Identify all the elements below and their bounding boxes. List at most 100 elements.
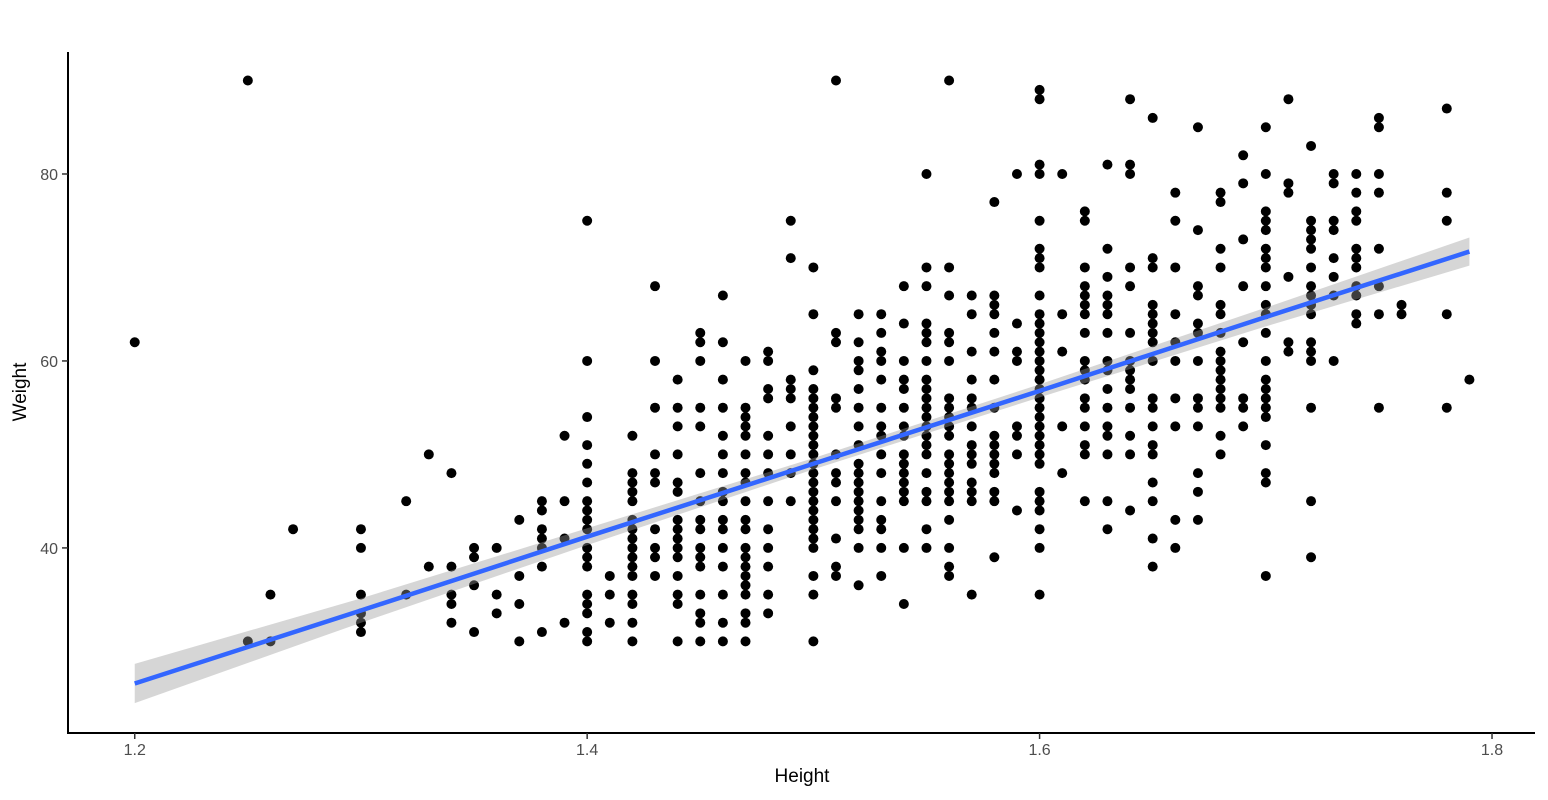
point [808, 430, 819, 441]
point [740, 412, 751, 423]
point [1170, 262, 1181, 273]
point [944, 458, 955, 469]
point [1192, 122, 1203, 133]
point [1125, 327, 1136, 338]
point [1170, 393, 1181, 404]
point [1192, 421, 1203, 432]
point [808, 383, 819, 394]
point [1102, 290, 1113, 301]
point [944, 355, 955, 366]
point [1283, 337, 1294, 348]
point [717, 290, 728, 301]
point [469, 627, 480, 638]
point [582, 636, 593, 647]
point [1102, 271, 1113, 282]
point [763, 496, 774, 507]
point [1170, 514, 1181, 525]
point [1170, 309, 1181, 320]
point [1260, 225, 1271, 236]
point [672, 533, 683, 544]
point [898, 318, 909, 329]
point [1034, 430, 1045, 441]
point [853, 421, 864, 432]
point [627, 468, 638, 479]
point [1079, 355, 1090, 366]
point [1034, 355, 1045, 366]
point [740, 580, 751, 591]
point [1441, 402, 1452, 413]
point [1441, 309, 1452, 320]
point [1306, 281, 1317, 292]
point [944, 496, 955, 507]
point [1351, 206, 1362, 217]
point [830, 468, 841, 479]
point [1351, 262, 1362, 273]
point [582, 215, 593, 226]
point [627, 636, 638, 647]
point [1260, 383, 1271, 394]
point [1306, 337, 1317, 348]
point [1215, 402, 1226, 413]
point [695, 636, 706, 647]
point [717, 449, 728, 460]
point [1441, 215, 1452, 226]
point [785, 383, 796, 394]
point [1147, 262, 1158, 273]
point [1192, 393, 1203, 404]
point [763, 589, 774, 600]
point [763, 346, 774, 357]
point [785, 496, 796, 507]
point [1260, 393, 1271, 404]
point [1102, 524, 1113, 535]
point [921, 486, 932, 497]
point [604, 570, 615, 581]
point [650, 402, 661, 413]
point [808, 402, 819, 413]
point [1306, 346, 1317, 357]
point [921, 440, 932, 451]
point [582, 440, 593, 451]
point [1034, 168, 1045, 179]
point [853, 468, 864, 479]
x-axis-title: Height [775, 766, 831, 787]
point [1147, 299, 1158, 310]
point [1351, 318, 1362, 329]
point [740, 496, 751, 507]
point [876, 421, 887, 432]
point [1215, 374, 1226, 385]
point [1283, 346, 1294, 357]
point [717, 636, 728, 647]
point [808, 542, 819, 553]
point [672, 524, 683, 535]
point [1147, 112, 1158, 123]
point [989, 327, 1000, 338]
point [1079, 421, 1090, 432]
point [853, 355, 864, 366]
point [536, 533, 547, 544]
point [763, 430, 774, 441]
point [898, 468, 909, 479]
point [808, 262, 819, 273]
point [853, 505, 864, 516]
point [672, 589, 683, 600]
point [1170, 215, 1181, 226]
point [650, 477, 661, 488]
point [1192, 514, 1203, 525]
point [898, 374, 909, 385]
point [1102, 421, 1113, 432]
point [740, 449, 751, 460]
point [808, 514, 819, 525]
point [853, 337, 864, 348]
point [1102, 402, 1113, 413]
point [536, 524, 547, 535]
point [1306, 402, 1317, 413]
y-tick-label: 40 [40, 541, 58, 558]
point [491, 608, 502, 619]
point [876, 327, 887, 338]
point [1147, 309, 1158, 320]
point [1238, 421, 1249, 432]
point [695, 468, 706, 479]
point [1260, 355, 1271, 366]
point [582, 496, 593, 507]
point [717, 514, 728, 525]
